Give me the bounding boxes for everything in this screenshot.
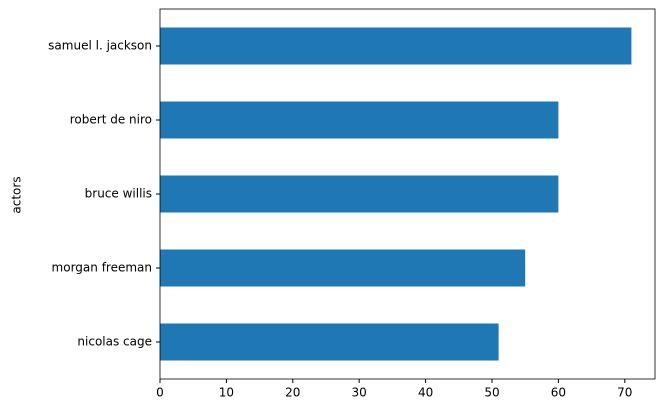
- y-tick-label: morgan freeman: [52, 261, 152, 275]
- y-tick-label: nicolas cage: [77, 335, 152, 349]
- x-tick-label: 30: [352, 386, 367, 400]
- axes-frame: [159, 8, 656, 380]
- x-tick-label: 70: [617, 386, 632, 400]
- x-tick-label: 50: [484, 386, 499, 400]
- bar: [160, 323, 499, 361]
- y-tick-label: bruce willis: [85, 187, 152, 201]
- x-tick-label: 60: [551, 386, 566, 400]
- x-tick-label: 0: [156, 386, 164, 400]
- bar: [160, 101, 559, 139]
- y-tick-label: robert de niro: [70, 113, 152, 127]
- bar: [160, 249, 526, 287]
- x-tick-label: 10: [219, 386, 234, 400]
- bar: [160, 175, 559, 213]
- bar: [160, 27, 632, 65]
- y-axis-label: actors: [10, 176, 24, 213]
- x-tick-label: 40: [418, 386, 433, 400]
- y-tick-label: samuel l. jackson: [48, 39, 152, 53]
- x-tick-label: 20: [285, 386, 300, 400]
